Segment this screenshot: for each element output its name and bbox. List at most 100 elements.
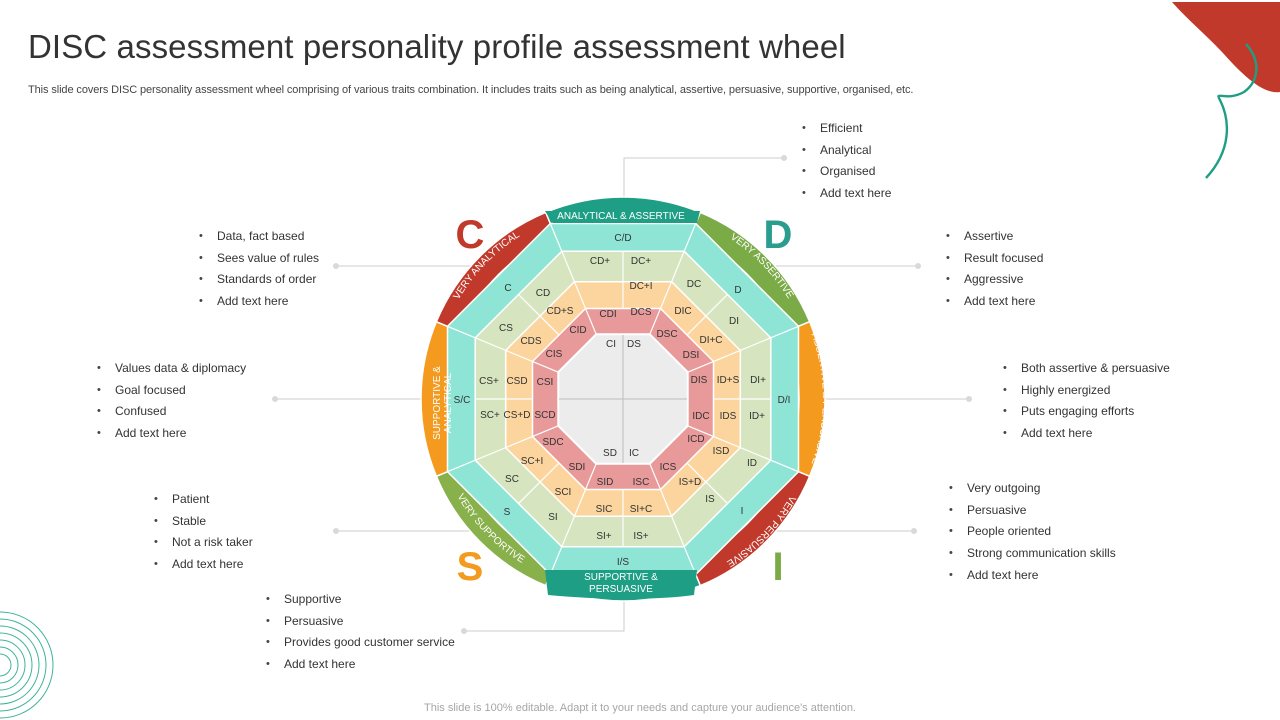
spoke-line — [649, 463, 697, 575]
callout-item: Values data & diplomacy — [97, 358, 246, 380]
wheel-cell-ring1: S/C — [454, 395, 471, 406]
callout-item: Add text here — [802, 183, 891, 205]
spoke-line — [549, 463, 597, 575]
teal-swirl-line — [1205, 43, 1258, 179]
wheel-cell-ring4: ISC — [633, 477, 650, 488]
banner-supportive-persuasive — [545, 570, 697, 599]
wheel-cell-ring3: ID+S — [717, 375, 740, 386]
callout-item: Stable — [154, 511, 253, 533]
wheel-cell-ring2: ID — [747, 458, 757, 469]
wheel-cell-ring2: CD+ — [590, 256, 610, 267]
wheel-cell-ring3: SCI — [555, 487, 572, 498]
callout-item: Very outgoing — [949, 478, 1116, 500]
wheel-cell-center: IC — [629, 448, 639, 459]
quadrant-letter-i: I — [772, 545, 783, 589]
wheel-cell-center: SD — [603, 448, 617, 459]
wheel-cell-ring4: CIS — [546, 349, 563, 360]
mid-spoke-line — [518, 294, 560, 336]
footer-note: This slide is 100% editable. Adapt it to… — [424, 702, 856, 714]
slide-subtitle: This slide covers DISC personality asses… — [28, 84, 914, 96]
callout-item: Add text here — [1003, 423, 1170, 445]
wheel-cell-ring3: SC+I — [521, 456, 544, 467]
callout-item: Puts engaging efforts — [1003, 401, 1170, 423]
ring-label-supportive-analytical: SUPPORTIVE &ANALYTICAL — [432, 366, 454, 440]
callout-item: Provides good customer service — [266, 632, 455, 654]
wheel-dividers — [447, 223, 799, 575]
banner-analytical-assertive — [545, 211, 700, 223]
wheel-cell-ring4: ICS — [660, 462, 677, 473]
spoke-line — [649, 223, 697, 335]
wheel-cell-ring1: I/S — [617, 557, 630, 568]
callout-left-upper: Data, fact based Sees value of rules Sta… — [199, 226, 319, 313]
callout-item: Add text here — [949, 565, 1116, 587]
quadrant-letter-s: S — [457, 545, 484, 589]
wheel-cell-ring4: CDI — [599, 309, 616, 320]
callout-item: Standards of order — [199, 269, 319, 291]
mid-spoke-line — [518, 462, 560, 504]
wheel-cell-ring4: SDI — [569, 462, 586, 473]
callout-item: Assertive — [946, 226, 1043, 248]
wheel-cell-ring4: DIS — [691, 375, 708, 386]
callout-left-lower: Patient Stable Not a risk taker Add text… — [154, 489, 253, 576]
callout-item: Both assertive & persuasive — [1003, 358, 1170, 380]
wheel-cell-center: CI — [606, 339, 616, 350]
concentric-circles-decoration — [0, 611, 54, 719]
spoke-line — [687, 325, 799, 373]
slide-title: DISC assessment personality profile asse… — [28, 28, 846, 65]
wheel-cell-labels: C/D D D/I I I/S S S/C C DC+ DC DI DI+ ID+ ID IS IS+ SI+ S… — [454, 233, 791, 568]
callout-item: Add text here — [946, 291, 1043, 313]
wheel-cell-ring1: D/I — [778, 395, 791, 406]
callout-item: Data, fact based — [199, 226, 319, 248]
disc-wheel: VERY ASSERTIVE ASSERTIVE & PERSUASIVE VE… — [420, 196, 831, 602]
wheel-cell-ring3: ISD — [713, 446, 730, 457]
wheel-cell-ring3: DI+C — [699, 335, 722, 346]
wheel-cell-ring2: SC+ — [480, 410, 500, 421]
wheel-cell-ring2: DC — [687, 279, 701, 290]
wheel-cell-ring2: CS — [499, 323, 513, 334]
callout-item: Goal focused — [97, 380, 246, 402]
spoke-line — [687, 425, 799, 473]
spoke-line — [447, 325, 559, 373]
wheel-cell-ring3: IS+D — [679, 477, 702, 488]
wheel-cell-ring4: SID — [597, 477, 614, 488]
wheel-cell-ring4: IDC — [692, 411, 709, 422]
callout-item: Not a risk taker — [154, 532, 253, 554]
wheel-cell-ring3: SIC — [596, 504, 613, 515]
callout-right-lower: Very outgoing Persuasive People oriented… — [949, 478, 1116, 586]
wheel-cell-ring4: SDC — [542, 437, 563, 448]
wheel-cell-ring4: DSC — [656, 329, 677, 340]
wheel-cell-ring3: CSD — [506, 376, 527, 387]
wheel-cell-ring4: CSI — [537, 377, 554, 388]
callout-item: Efficient — [802, 118, 891, 140]
wheel-cell-ring2: DI — [729, 316, 739, 327]
ring-label-supportive-persuasive-2: PERSUASIVE — [589, 584, 653, 595]
wheel-cell-ring3: DC+I — [629, 281, 652, 292]
spoke-line — [549, 223, 597, 335]
wheel-cell-ring2: IS — [705, 494, 715, 505]
ring-label-analytical-assertive: ANALYTICAL & ASSERTIVE — [557, 211, 685, 222]
callout-item: Strong communication skills — [949, 543, 1116, 565]
wheel-cell-ring3: IDS — [720, 411, 737, 422]
wheel-cell-ring4: CID — [569, 325, 586, 336]
wheel-cell-ring1: C/D — [614, 233, 631, 244]
mid-spoke-line — [686, 462, 728, 504]
wheel-cell-ring2: ID+ — [749, 411, 765, 422]
wheel-cell-ring3: SI+C — [630, 504, 653, 515]
callout-bottom: Supportive Persuasive Provides good cust… — [266, 589, 455, 676]
callout-item: Aggressive — [946, 269, 1043, 291]
wheel-cell-ring4: DSI — [683, 350, 700, 361]
callout-item: Add text here — [199, 291, 319, 313]
wheel-cell-ring4: SCD — [534, 410, 555, 421]
wheel-cell-ring2: DC+ — [631, 256, 651, 267]
wheel-cell-ring4: ICD — [687, 434, 704, 445]
wheel-cell-ring3: CDS — [520, 336, 541, 347]
callout-right-mid: Both assertive & persuasive Highly energ… — [1003, 358, 1170, 445]
callout-item: Confused — [97, 401, 246, 423]
wheel-cell-ring2: SI+ — [596, 531, 611, 542]
connector-lines — [272, 155, 972, 634]
callout-item: Organised — [802, 161, 891, 183]
corner-decoration-top-right — [1172, 2, 1280, 179]
callout-item: People oriented — [949, 521, 1116, 543]
wheel-cell-center: DS — [627, 339, 641, 350]
